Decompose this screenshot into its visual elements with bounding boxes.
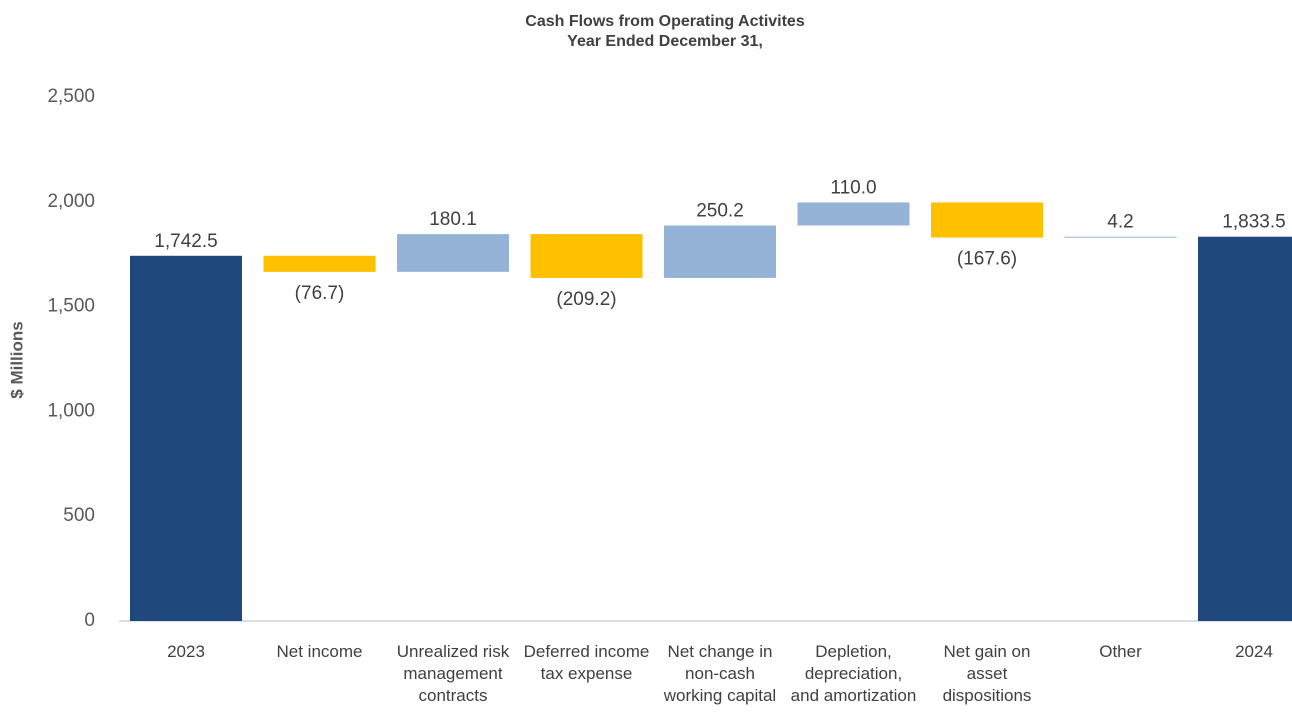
y-axis-label: $ Millions [7,321,26,398]
y-tick-label: 2,000 [47,191,95,212]
y-tick-label: 0 [84,610,95,631]
value-label: 4.2 [1107,212,1133,233]
y-tick-label: 1,500 [47,296,95,317]
bar [1198,236,1292,621]
x-tick-label: Unrealized risk management contracts [396,642,510,705]
bar [130,255,242,621]
bar [664,225,776,278]
bar [797,202,910,226]
x-tick-label: Depletion, depreciation, and amortizatio… [790,642,917,705]
value-label: 250.2 [696,201,744,222]
bar [397,234,509,272]
value-label: 180.1 [429,209,477,230]
bar [530,234,643,278]
x-tick-label: Net gain on asset dispositions [942,642,1032,705]
bar [263,255,376,272]
y-tick-label: 2,500 [47,86,95,107]
x-tick-label: Net change in non-cash working capital [663,642,777,705]
y-tick-label: 1,000 [47,400,95,421]
value-label: 1,833.5 [1222,212,1285,233]
value-label: 110.0 [830,177,876,198]
value-label: (167.6) [957,249,1017,270]
chart-subtitle: Year Ended December 31, [567,33,763,50]
value-label: (209.2) [556,289,616,310]
bar [931,202,1043,238]
bar [1064,236,1177,238]
x-tick-label: 2023 [167,642,205,661]
x-tick-label: Net income [276,642,363,661]
value-label: (76.7) [295,283,345,304]
x-tick-label: 2024 [1235,642,1273,661]
x-tick-label: Deferred income tax expense [523,642,650,683]
y-tick-label: 500 [63,505,95,526]
chart-title: Cash Flows from Operating Activites [525,13,805,30]
value-label: 1,742.5 [154,231,217,252]
x-tick-label: Other [1099,642,1142,661]
